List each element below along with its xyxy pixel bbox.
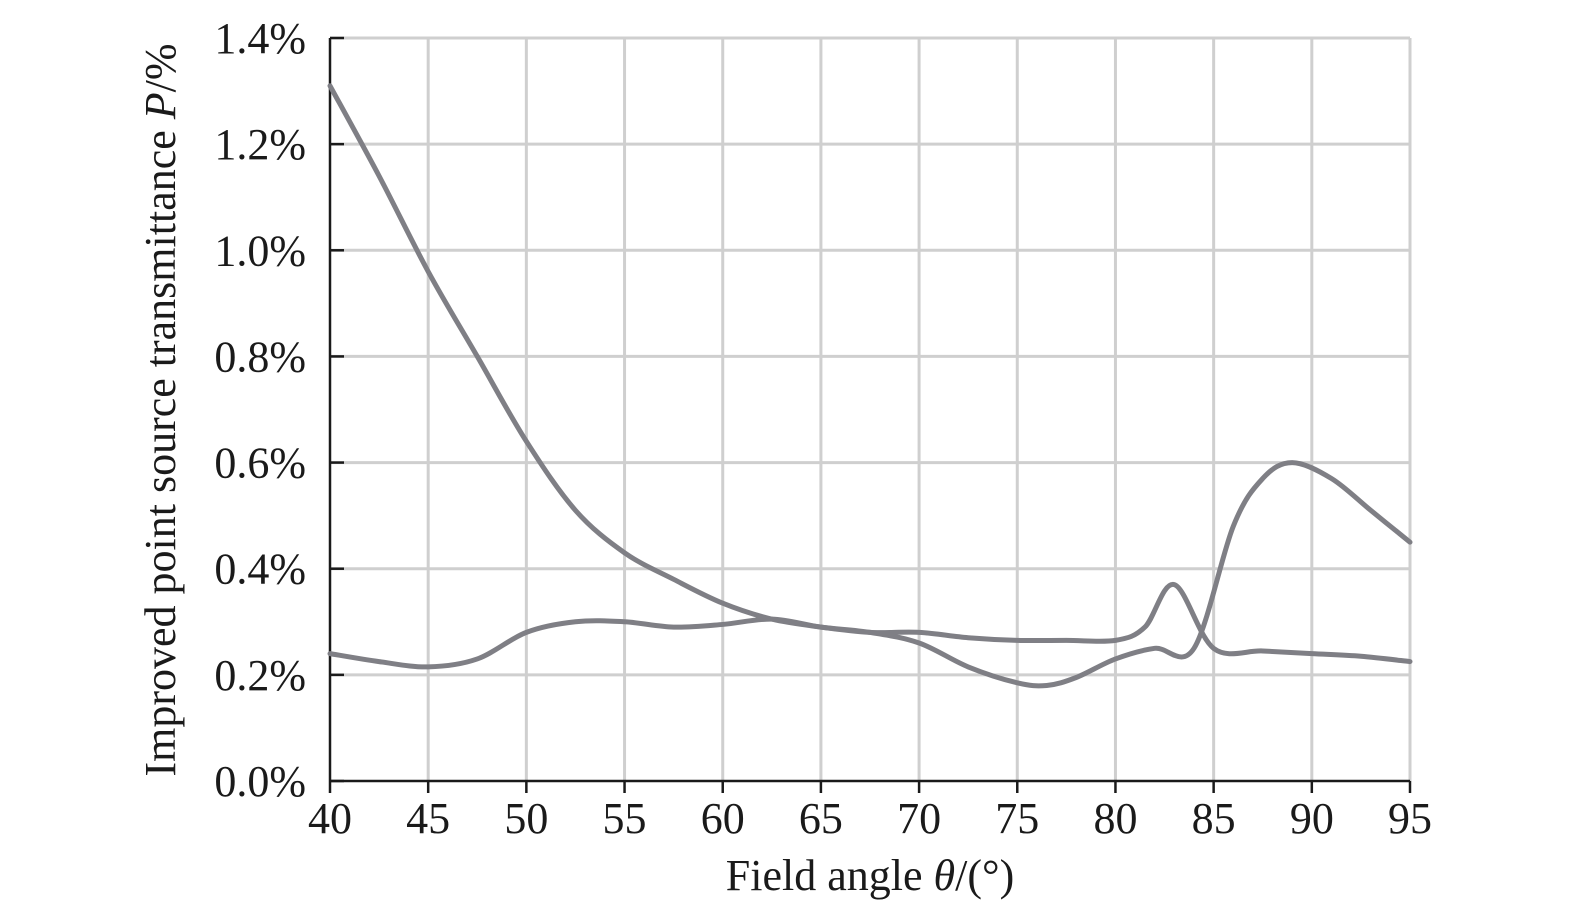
x-tick-label: 65	[799, 794, 843, 843]
y-axis-title-symbol: P	[136, 92, 185, 120]
x-ticks: 40 45 50 55 60 65 70 75 80 85 90 95	[308, 781, 1432, 843]
x-tick-label: 60	[701, 794, 745, 843]
y-axis-title-prefix: Improved point source transmittance	[136, 119, 185, 776]
x-tick-label: 75	[995, 794, 1039, 843]
x-tick-label: 80	[1093, 794, 1137, 843]
y-ticks: 0.0% 0.2% 0.4% 0.6% 0.8% 1.0% 1.2% 1.4%	[214, 14, 344, 806]
y-tick-label: 0.2%	[214, 651, 306, 700]
y-axis-title: Improved point source transmittance P/%	[136, 43, 185, 776]
y-tick-label: 1.4%	[214, 14, 306, 63]
x-axis-title: Field angle θ/(°)	[726, 851, 1014, 900]
y-tick-label: 1.0%	[214, 226, 306, 275]
axes	[328, 38, 1410, 783]
x-tick-label: 40	[308, 794, 352, 843]
x-axis-title-prefix: Field angle	[726, 851, 934, 900]
series-line-2	[327, 582, 1413, 670]
x-tick-label: 50	[504, 794, 548, 843]
grid	[330, 36, 1412, 781]
series-line-1	[327, 83, 1413, 689]
series-group	[327, 83, 1413, 689]
x-tick-label: 70	[897, 794, 941, 843]
x-axis-title-symbol: θ	[933, 851, 955, 900]
x-tick-label: 55	[603, 794, 647, 843]
x-tick-label: 85	[1192, 794, 1236, 843]
y-axis-title-suffix: /%	[136, 43, 185, 92]
y-tick-label: 0.4%	[214, 545, 306, 594]
y-tick-label: 0.6%	[214, 439, 306, 488]
x-tick-label: 95	[1388, 794, 1432, 843]
y-tick-label: 0.8%	[214, 332, 306, 381]
y-tick-label: 1.2%	[214, 120, 306, 169]
x-tick-label: 45	[406, 794, 450, 843]
x-axis-title-suffix: /(°)	[955, 851, 1014, 900]
y-tick-label: 0.0%	[214, 757, 306, 806]
x-tick-label: 90	[1290, 794, 1334, 843]
